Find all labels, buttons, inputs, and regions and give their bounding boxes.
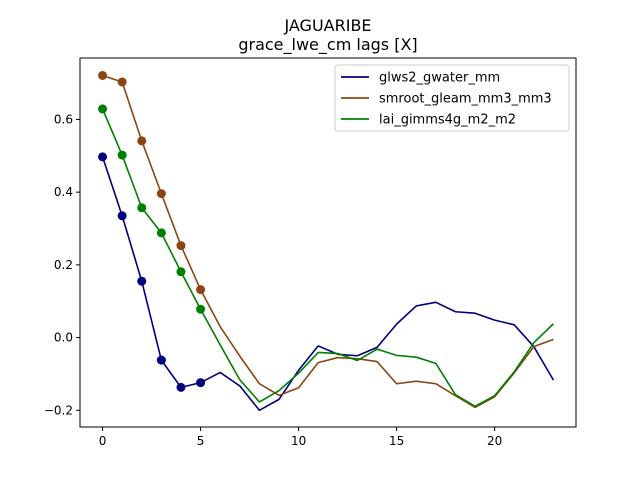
axes-layer: 0 5 10 15 20 −0.2 0.0 0.2 0.4 0.6 <box>44 57 577 448</box>
x-tick-label-4: 20 <box>487 434 502 448</box>
series-2-point-2 <box>137 203 147 213</box>
series-line-1 <box>102 74 554 409</box>
y-tick-label-0: −0.2 <box>44 403 73 417</box>
series-0-point-1 <box>117 211 127 221</box>
series-layer <box>98 70 555 412</box>
y-tick-label-1: 0.0 <box>54 331 73 345</box>
series-1-point-5 <box>196 285 206 295</box>
legend-label-1: smroot_gleam_mm3_mm3 <box>379 92 552 107</box>
series-2-point-1 <box>117 150 127 160</box>
series-2-point-4 <box>176 267 186 277</box>
chart-subtitle: grace_lwe_cm lags [X] <box>238 35 417 55</box>
legend-label-2: lai_gimms4g_m2_m2 <box>379 113 516 128</box>
series-2-point-3 <box>156 228 166 238</box>
x-tick-label-0: 0 <box>99 434 107 448</box>
series-0-point-2 <box>137 276 147 286</box>
series-2-point-0 <box>98 104 108 114</box>
series-0-point-4 <box>176 382 186 392</box>
series-1-point-4 <box>176 241 186 251</box>
series-1-point-3 <box>156 189 166 199</box>
legend-label-0: glws2_gwater_mm <box>379 71 500 86</box>
series-line-0 <box>101 156 555 412</box>
series-1-point-1 <box>117 77 127 87</box>
series-0-point-5 <box>196 378 206 388</box>
x-tick-label-1: 5 <box>197 434 205 448</box>
series-2-point-5 <box>196 304 206 314</box>
legend-box <box>334 64 570 132</box>
series-1-point-2 <box>137 136 147 146</box>
plot-frame <box>79 57 577 428</box>
y-tick-label-3: 0.4 <box>54 185 73 199</box>
y-tick-label-2: 0.2 <box>54 258 73 272</box>
y-tick-label-4: 0.6 <box>54 112 73 126</box>
legend: glws2_gwater_mm smroot_gleam_mm3_mm3 lai_g… <box>334 64 570 132</box>
x-tick-label-2: 10 <box>291 434 306 448</box>
series-0-point-3 <box>156 355 166 365</box>
series-1-point-0 <box>98 70 108 80</box>
x-tick-label-3: 15 <box>389 434 404 448</box>
chart-title: JAGUARIBE <box>283 16 371 35</box>
series-line-2 <box>101 108 555 408</box>
series-0-point-0 <box>98 152 108 162</box>
